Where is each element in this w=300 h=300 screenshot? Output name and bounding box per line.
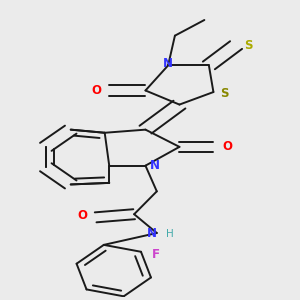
Text: S: S <box>244 39 253 52</box>
Text: O: O <box>92 84 101 97</box>
Text: O: O <box>77 209 87 222</box>
Text: S: S <box>220 87 229 100</box>
Text: N: N <box>147 227 157 240</box>
Text: N: N <box>163 57 173 70</box>
Text: H: H <box>166 229 173 239</box>
Text: F: F <box>152 248 160 261</box>
Text: O: O <box>222 140 232 153</box>
Text: N: N <box>149 159 160 172</box>
